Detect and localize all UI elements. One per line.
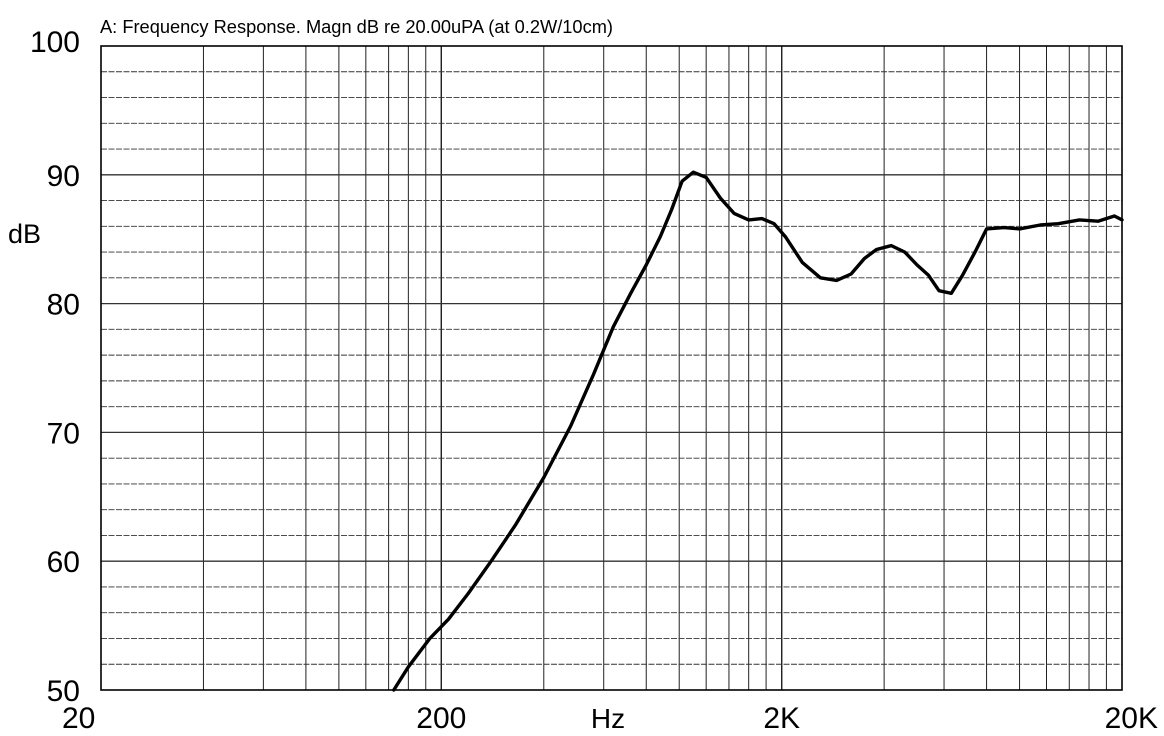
- y-tick-label: 70: [47, 417, 80, 450]
- series-layer: [392, 170, 1124, 692]
- y-tick-label: 50: [47, 675, 80, 708]
- grid: [101, 46, 1122, 690]
- plot-frame: [100, 45, 1123, 691]
- x-axis-label: Hz: [591, 703, 625, 734]
- x-tick-labels: 20 200 2K 20K: [62, 702, 1158, 735]
- frequency-response-line: [392, 170, 1124, 692]
- y-tick-label: 80: [47, 289, 80, 322]
- chart-title: A: Frequency Response. Magn dB re 20.00u…: [100, 17, 613, 37]
- y-tick-label: 60: [47, 546, 80, 579]
- x-tick-label: 200: [416, 702, 466, 735]
- y-tick-label: 90: [47, 160, 80, 193]
- x-tick-label: 2K: [763, 702, 800, 735]
- x-tick-label: 20K: [1105, 702, 1158, 735]
- y-axis-label: dB: [8, 219, 41, 249]
- y-tick-labels: 50 60 70 80 90 100: [30, 26, 80, 708]
- y-tick-label: 100: [30, 26, 80, 59]
- x-tick-label: 20: [62, 702, 95, 735]
